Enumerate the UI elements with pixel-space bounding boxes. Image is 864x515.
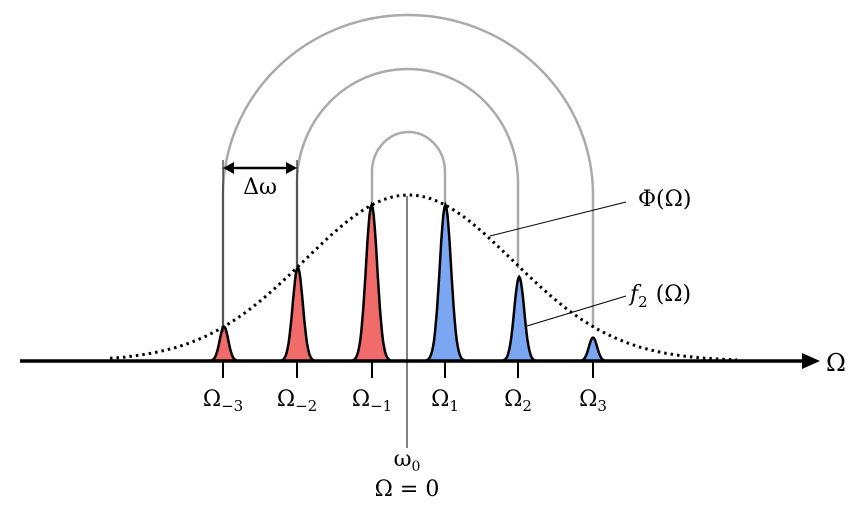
frequency-axis	[20, 353, 820, 369]
peak-function-arg: (Ω)	[656, 282, 691, 307]
spacing-label: Δω	[243, 175, 277, 200]
tick-label-sub: −2	[295, 397, 317, 415]
omega-zero-label: Ω = 0	[375, 477, 440, 502]
peak-omega-minus-1	[350, 201, 393, 363]
peak-leader-line	[526, 295, 627, 327]
tick-label-sub: −3	[221, 397, 243, 415]
tick-label-main: Ω	[431, 387, 449, 412]
tick-label-omega-minus-1: Ω−1	[352, 387, 392, 415]
tick-label-sub: 1	[449, 397, 459, 415]
tick-label-sub: 3	[597, 397, 607, 415]
tick-label-main: Ω	[203, 387, 221, 412]
omega0-label: ω0	[394, 447, 421, 475]
spacing-arrowhead-left	[223, 162, 234, 174]
omega0-sub: 0	[412, 459, 421, 475]
pairing-arcs	[221, 13, 595, 332]
peak-function-sub: 2	[638, 293, 648, 311]
tick-label-sub: 2	[522, 397, 532, 415]
peak-omega-minus-2	[278, 264, 317, 363]
peak-omega-minus-3	[208, 325, 240, 363]
tick-label-main: Ω	[352, 387, 370, 412]
envelope-label: Φ(Ω)	[638, 187, 691, 212]
arc-pair-1	[370, 130, 447, 210]
arc-pair-2	[295, 67, 520, 268]
tick-label-omega-minus-2: Ω−2	[277, 387, 317, 415]
peak-omega-3	[577, 336, 609, 363]
tick-label-omega-3: Ω3	[579, 387, 607, 415]
tick-marks	[222, 361, 594, 378]
peak-omega-1	[424, 201, 467, 363]
peak-function-label: f2 (Ω)	[628, 282, 691, 311]
peak-omega-2	[500, 274, 538, 363]
tick-label-main: Ω	[504, 387, 522, 412]
omega0-main: ω	[394, 447, 412, 472]
tick-label-main: Ω	[277, 387, 295, 412]
axis-label: Ω	[826, 349, 846, 377]
tick-label-omega-2: Ω2	[504, 387, 532, 415]
tick-label-sub: −1	[370, 397, 392, 415]
tick-labels: Ω−3 Ω−2 Ω−1 Ω1 Ω2 Ω3	[203, 387, 607, 415]
sideband-peaks	[208, 201, 609, 363]
envelope-curve	[109, 193, 738, 362]
spacing-arrowhead-right	[286, 162, 297, 174]
envelope-leader-line	[489, 201, 627, 237]
spacing-marker	[222, 160, 298, 332]
tick-label-omega-1: Ω1	[431, 387, 459, 415]
arc-pair-3	[221, 13, 595, 332]
axis-arrowhead	[802, 353, 820, 369]
tick-label-main: Ω	[579, 387, 597, 412]
tick-label-omega-minus-3: Ω−3	[203, 387, 243, 415]
